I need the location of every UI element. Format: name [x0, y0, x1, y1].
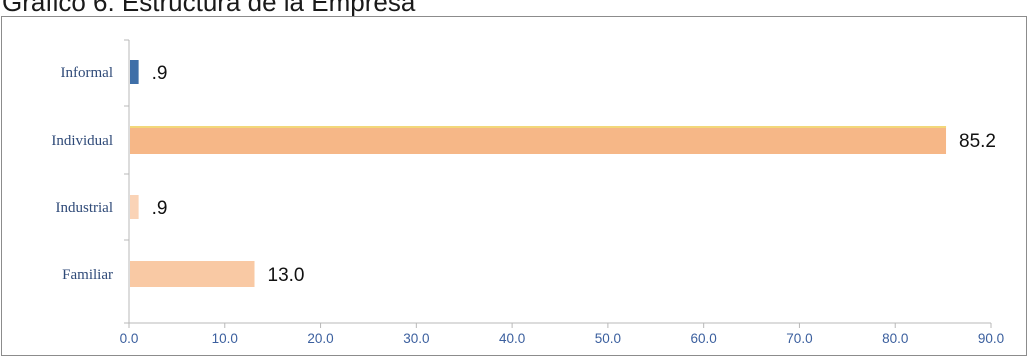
data-label: 13.0: [268, 265, 305, 286]
bar-industrial: [130, 195, 139, 219]
category-label: Individual: [51, 133, 113, 149]
data-label: 85.2: [959, 131, 996, 152]
bar-informal: [130, 60, 139, 84]
x-tick-label: 0.0: [120, 331, 139, 346]
x-tick-label: 50.0: [595, 331, 621, 346]
x-tick-label: 90.0: [978, 331, 1004, 346]
bar-top-highlight: [130, 126, 947, 128]
x-tick-label: 80.0: [882, 331, 908, 346]
x-tick-label: 60.0: [691, 331, 717, 346]
chart-frame: [1, 16, 1027, 356]
x-tick-label: 20.0: [307, 331, 333, 346]
data-label: .9: [152, 63, 168, 84]
category-label: Familiar: [62, 267, 113, 283]
x-tick-label: 10.0: [212, 331, 238, 346]
category-label: Industrial: [56, 200, 114, 216]
x-tick-label: 70.0: [786, 331, 812, 346]
data-label: .9: [152, 198, 168, 219]
chart-title: Gráfico 6. Estructura de la Empresa: [2, 0, 416, 17]
x-tick-label: 30.0: [403, 331, 429, 346]
x-tick-label: 40.0: [499, 331, 525, 346]
category-label: Informal: [61, 65, 113, 81]
bar-individual: [130, 126, 947, 154]
bar-familiar: [130, 261, 255, 287]
